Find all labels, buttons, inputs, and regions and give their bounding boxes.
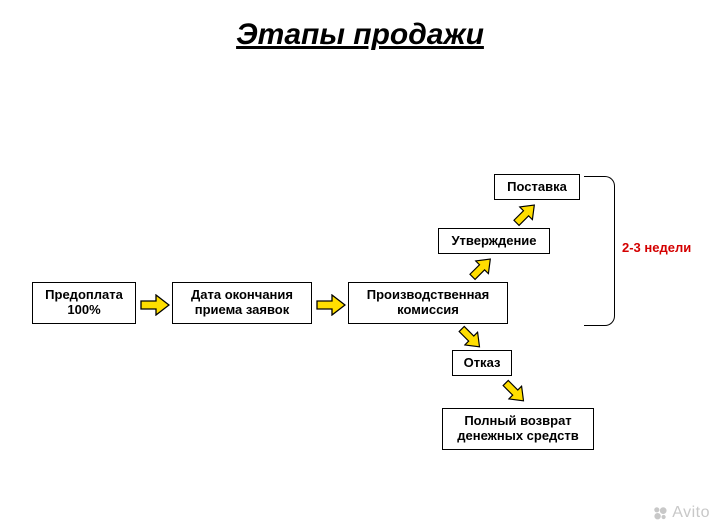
arrow-a1 xyxy=(140,294,170,321)
node-label: Дата окончанияприема заявок xyxy=(191,288,293,318)
node-label: Производственнаякомиссия xyxy=(367,288,490,318)
arrow-a6 xyxy=(495,375,531,411)
node-refund: Полный возвратденежных средств xyxy=(442,408,594,450)
page-title: Этапы продажи xyxy=(0,18,720,52)
node-deadline: Дата окончанияприема заявок xyxy=(172,282,312,324)
node-label: Поставка xyxy=(507,180,567,195)
watermark: Avito xyxy=(652,504,710,522)
avito-icon xyxy=(652,505,668,521)
duration-bracket xyxy=(584,176,615,326)
node-label: Полный возвратденежных средств xyxy=(457,414,578,444)
node-delivery: Поставка xyxy=(494,174,580,200)
node-rejection: Отказ xyxy=(452,350,512,376)
duration-label: 2-3 недели xyxy=(622,240,691,255)
node-label: Предоплата100% xyxy=(45,288,123,318)
node-label: Утверждение xyxy=(451,234,536,249)
node-approval: Утверждение xyxy=(438,228,550,254)
watermark-text: Avito xyxy=(672,504,710,522)
arrow-a2 xyxy=(316,294,346,321)
node-prepayment: Предоплата100% xyxy=(32,282,136,324)
node-commission: Производственнаякомиссия xyxy=(348,282,508,324)
